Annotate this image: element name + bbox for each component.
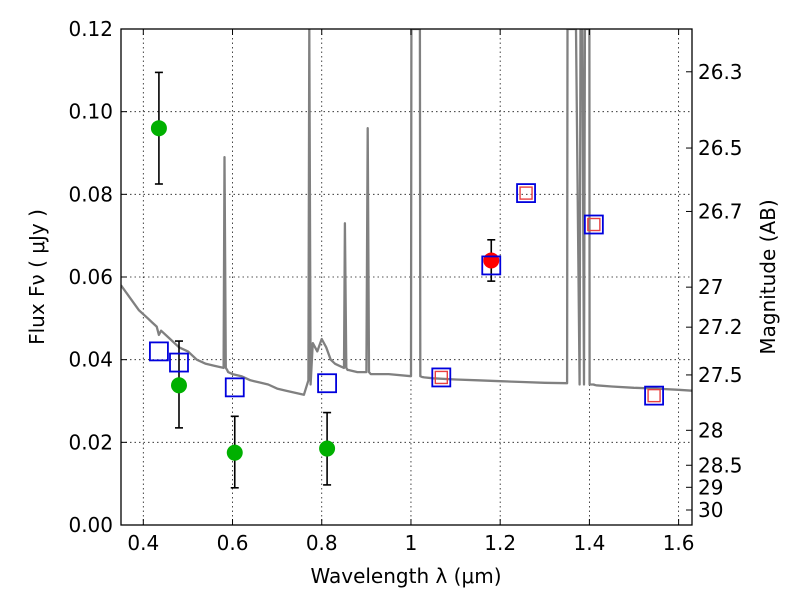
- model-point-square-inner: [434, 370, 448, 385]
- y-tick-label: 0.00: [68, 513, 113, 537]
- ticks: 0.4 0.6 0.8 1 1.2 1.4 1.6 0.00 0.02 0.04 0.06 0.08 0…: [68, 17, 742, 555]
- data-point-circle: [483, 252, 500, 269]
- y-tick-label: 0.12: [68, 17, 113, 41]
- x-tick-label: 0.8: [306, 531, 338, 555]
- y-tick-label: 0.04: [68, 348, 113, 372]
- y-tick-label: 0.08: [68, 182, 113, 206]
- y-tick-label: 0.06: [68, 265, 113, 289]
- model-point-square: [224, 377, 245, 398]
- model-point-square-inner: [647, 388, 661, 403]
- y2-tick-label: 27.2: [698, 315, 743, 339]
- y-tick-label: 0.10: [68, 100, 113, 124]
- model-point-square: [317, 373, 337, 394]
- y2-tick-label: 26.3: [698, 60, 743, 84]
- y-axis-label: Flux Fν ( μJy ): [25, 209, 49, 345]
- data-point-circle: [319, 440, 336, 457]
- x-tick-label: 1.2: [484, 531, 516, 555]
- x-tick-label: 0.6: [217, 531, 249, 555]
- x-tick-label: 0.4: [127, 531, 159, 555]
- data-point-circle: [226, 444, 243, 461]
- y2-axis-label: Magnitude (AB): [756, 199, 780, 354]
- model-point-square: [169, 352, 189, 373]
- model-point-square: [583, 214, 604, 235]
- model-point-square: [149, 341, 169, 362]
- data-point-circle: [170, 377, 187, 394]
- y2-tick-label: 30: [698, 498, 723, 522]
- x-tick-label: 1.6: [663, 531, 695, 555]
- y2-tick-label: 29: [698, 475, 723, 499]
- x-tick-label: 1: [405, 531, 418, 555]
- y-tick-label: 0.02: [68, 430, 113, 454]
- y2-tick-label: 28.5: [698, 453, 743, 477]
- grid: [121, 29, 692, 525]
- model-point-square: [644, 385, 664, 406]
- model-spectrum-line: [121, 29, 692, 396]
- x-axis-label: Wavelength λ (μm): [310, 564, 501, 588]
- y2-tick-label: 27: [698, 275, 723, 299]
- marker-layer: [149, 71, 664, 489]
- x-tick-label: 1.4: [573, 531, 605, 555]
- y2-tick-label: 27.5: [698, 363, 743, 387]
- model-point-square-inner: [587, 217, 601, 232]
- data-layer: [121, 29, 692, 396]
- y2-tick-label: 26.7: [698, 199, 743, 223]
- y2-tick-label: 28: [698, 418, 723, 442]
- model-point-square: [516, 183, 536, 203]
- model-point-square-inner: [519, 186, 533, 200]
- model-point-square: [431, 367, 452, 388]
- data-point-circle: [150, 120, 167, 137]
- y2-tick-label: 26.5: [698, 136, 743, 160]
- model-point-square: [481, 255, 502, 276]
